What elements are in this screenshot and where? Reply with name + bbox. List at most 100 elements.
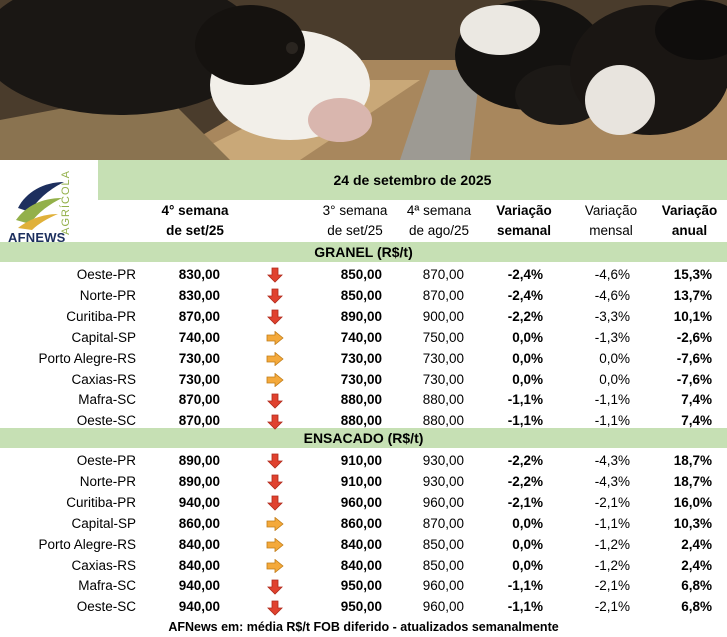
section-granel: GRANEL (R$/t) [0, 242, 727, 262]
city-cell: Caxias-RS [71, 371, 136, 387]
table-row: Mafra-SC 870,00 880,00 880,00 -1,1% -1,1% 7,4% [0, 389, 727, 410]
previous-week-price-cell: 740,00 [340, 329, 382, 345]
city-cell: Porto Alegre-RS [38, 536, 136, 552]
city-cell: Norte-PR [79, 287, 136, 303]
previous-week-price-cell: 860,00 [340, 515, 382, 531]
current-price-cell: 940,00 [178, 494, 220, 510]
table-row: Porto Alegre-RS 730,00 730,00 730,00 0,0% 0,0… [0, 348, 727, 369]
footer-note: AFNews em: média R$/t FOB diferido - atu… [168, 620, 559, 634]
month-ago-price-cell: 750,00 [422, 329, 464, 345]
weekly-change-cell: -2,4% [507, 287, 543, 303]
arrow-right-icon [264, 327, 286, 348]
city-cell: Norte-PR [79, 473, 136, 489]
arrow-down-icon [264, 492, 286, 513]
city-cell: Capital-SP [71, 515, 136, 531]
current-price-cell: 740,00 [178, 329, 220, 345]
weekly-change-cell: 0,0% [512, 536, 543, 552]
annual-change-cell: -7,6% [676, 371, 712, 387]
table-row: Porto Alegre-RS 840,00 840,00 850,00 0,0% -1,… [0, 534, 727, 555]
table-row: Norte-PR 890,00 910,00 930,00 -2,2% -4,3% 18,7… [0, 471, 727, 492]
month-ago-price-cell: 870,00 [422, 267, 464, 282]
previous-week-price-cell: 840,00 [340, 536, 382, 552]
annual-change-cell: 6,8% [681, 578, 712, 594]
monthly-change-cell: -1,2% [594, 536, 630, 552]
weekly-change-cell: 0,0% [512, 557, 543, 573]
city-cell: Mafra-SC [78, 392, 136, 408]
header-weekly-change: Variação semanal [496, 203, 552, 238]
header-annual-change: Variação anual [661, 203, 718, 238]
table-row: Curitiba-PR 870,00 890,00 900,00 -2,2% -3,3% 1… [0, 306, 727, 327]
table-row: Capital-SP 740,00 740,00 750,00 0,0% -1,3% -2,… [0, 327, 727, 348]
current-price-cell: 840,00 [178, 557, 220, 573]
table-row: Oeste-PR 890,00 910,00 930,00 -2,2% -4,3% 18,7… [0, 450, 727, 471]
annual-change-cell: 2,4% [681, 557, 712, 573]
weekly-change-cell: 0,0% [512, 515, 543, 531]
city-cell: Oeste-SC [76, 413, 136, 429]
current-price-cell: 890,00 [178, 473, 220, 489]
previous-week-price-cell: 910,00 [340, 453, 382, 468]
month-ago-price-cell: 850,00 [422, 536, 464, 552]
weekly-change-cell: -2,2% [507, 473, 543, 489]
header-previous-week: 3° semana de set/25 [322, 203, 388, 238]
current-price-cell: 730,00 [178, 371, 220, 387]
month-ago-price-cell: 730,00 [422, 371, 464, 387]
table-row: Mafra-SC 940,00 950,00 960,00 -1,1% -2,1% 6,8% [0, 575, 727, 596]
arrow-down-icon [264, 264, 286, 285]
annual-change-cell: 2,4% [681, 536, 712, 552]
previous-week-price-cell: 880,00 [340, 392, 382, 408]
monthly-change-cell: -1,1% [594, 392, 630, 408]
current-price-cell: 840,00 [178, 536, 220, 552]
current-price-cell: 830,00 [178, 287, 220, 303]
monthly-change-cell: -4,3% [594, 473, 630, 489]
weekly-change-cell: 0,0% [512, 329, 543, 345]
previous-week-price-cell: 890,00 [340, 308, 382, 324]
current-price-cell: 730,00 [178, 350, 220, 366]
weekly-change-cell: -2,1% [507, 494, 543, 510]
month-ago-price-cell: 870,00 [422, 287, 464, 303]
weekly-change-cell: -2,2% [507, 308, 543, 324]
city-cell: Curitiba-PR [66, 308, 136, 324]
section-ensacado: ENSACADO (R$/t) [0, 428, 727, 448]
weekly-change-cell: -1,1% [507, 413, 543, 429]
weekly-change-cell: -1,1% [507, 392, 543, 408]
table-row: Oeste-SC 870,00 880,00 880,00 -1,1% -1,1% 7,4% [0, 410, 727, 431]
annual-change-cell: -7,6% [676, 350, 712, 366]
arrow-down-icon [264, 450, 286, 471]
previous-week-price-cell: 950,00 [340, 578, 382, 594]
month-ago-price-cell: 930,00 [422, 473, 464, 489]
arrow-down-icon [264, 285, 286, 306]
weekly-change-cell: -1,1% [507, 578, 543, 594]
previous-week-price-cell: 880,00 [340, 413, 382, 429]
current-price-cell: 870,00 [178, 413, 220, 429]
current-price-cell: 940,00 [178, 578, 220, 594]
header-current-week: 4° semana de set/25 [161, 203, 229, 238]
month-ago-price-cell: 880,00 [422, 413, 464, 429]
current-price-cell: 940,00 [178, 599, 220, 615]
previous-week-price-cell: 730,00 [340, 371, 382, 387]
city-cell: Porto Alegre-RS [38, 350, 136, 366]
arrow-down-icon [264, 471, 286, 492]
current-price-cell: 870,00 [178, 308, 220, 324]
header-monthly-change: Variação mensal [584, 203, 638, 238]
header-month-ago: 4ª semana de ago/25 [406, 203, 472, 238]
city-cell: Caxias-RS [71, 557, 136, 573]
previous-week-price-cell: 850,00 [340, 267, 382, 282]
arrow-down-icon [264, 389, 286, 410]
arrow-right-icon [264, 555, 286, 576]
table-row: Caxias-RS 840,00 840,00 850,00 0,0% -1,2% 2,4% [0, 555, 727, 576]
previous-week-price-cell: 960,00 [340, 494, 382, 510]
previous-week-price-cell: 910,00 [340, 473, 382, 489]
previous-week-price-cell: 730,00 [340, 350, 382, 366]
month-ago-price-cell: 870,00 [422, 515, 464, 531]
monthly-change-cell: -4,6% [594, 267, 630, 282]
monthly-change-cell: -2,1% [594, 578, 630, 594]
city-cell: Curitiba-PR [66, 494, 136, 510]
weekly-change-cell: 0,0% [512, 350, 543, 366]
table-row: Capital-SP 860,00 860,00 870,00 0,0% -1,1% 10,… [0, 513, 727, 534]
annual-change-cell: 7,4% [681, 413, 712, 429]
month-ago-price-cell: 930,00 [422, 453, 464, 468]
arrow-down-icon [264, 410, 286, 431]
afnews-logo: AGRÍCOLA AFNEWS [0, 160, 98, 246]
weekly-change-cell: -2,2% [507, 453, 543, 468]
previous-week-price-cell: 950,00 [340, 599, 382, 615]
